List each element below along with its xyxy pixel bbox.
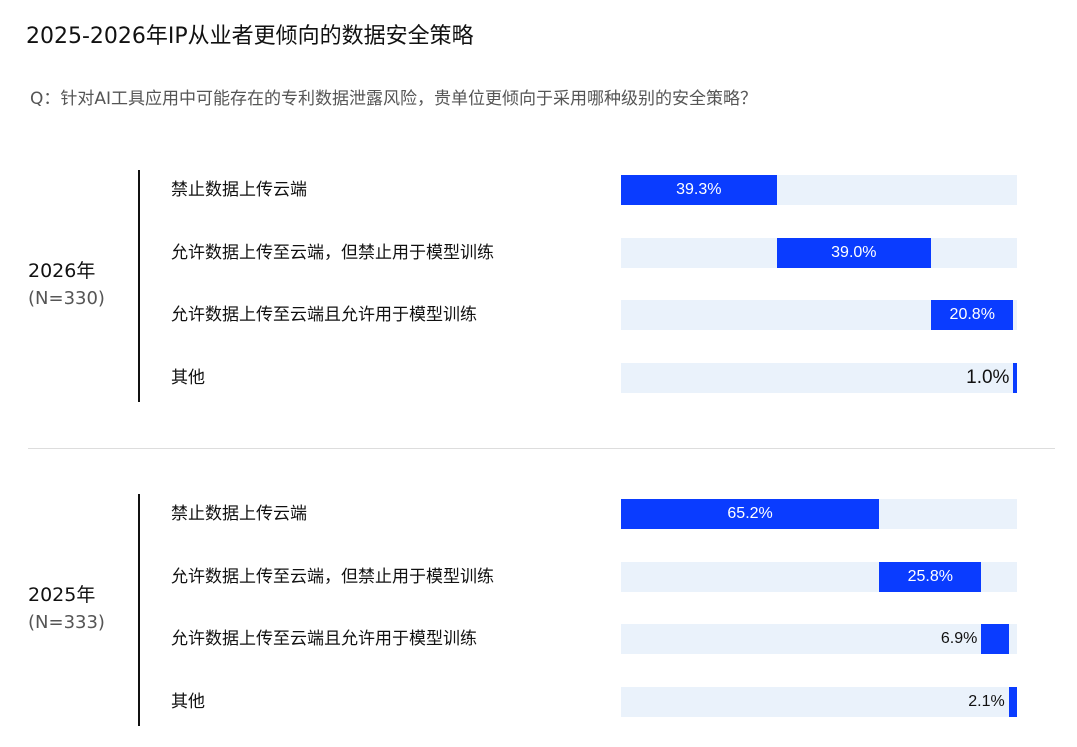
bar-track: 39.3% xyxy=(621,175,1017,205)
category-label: 允许数据上传至云端且允许用于模型训练 xyxy=(171,305,477,326)
bar xyxy=(776,237,932,268)
category-label: 允许数据上传至云端且允许用于模型训练 xyxy=(171,629,477,650)
bar-track: 20.8% xyxy=(621,300,1017,331)
value-label: 25.8% xyxy=(907,567,953,585)
chart-title: 2025-2026年IP从业者更倾向的数据安全策略 xyxy=(26,24,474,49)
survey-question: Q：针对AI工具应用中可能存在的专利数据泄露风险，贵单位更倾向于采用哪种级别的安… xyxy=(30,89,758,109)
bar-track: 1.0% xyxy=(621,363,1018,394)
bar-track: 39.0% xyxy=(621,237,1017,268)
value-label: 39.0% xyxy=(831,243,877,261)
category-label: 允许数据上传至云端，但禁止用于模型训练 xyxy=(171,242,494,263)
bar-track: 2.1% xyxy=(621,687,1017,718)
category-label: 禁止数据上传云端 xyxy=(171,504,307,524)
category-label: 其他 xyxy=(171,368,205,389)
group-sample-size: (N=333) xyxy=(28,612,105,633)
bar xyxy=(621,175,777,205)
value-label: 1.0% xyxy=(966,367,1010,389)
value-label: 39.3% xyxy=(676,181,722,198)
group-sample-size: (N=330) xyxy=(28,288,105,309)
bar-track: 25.8% xyxy=(621,561,1017,592)
value-label: 2.1% xyxy=(968,693,1005,711)
category-label: 允许数据上传至云端，但禁止用于模型训练 xyxy=(171,566,494,587)
value-label: 65.2% xyxy=(727,505,773,522)
group-axis-line xyxy=(138,494,140,726)
bar xyxy=(981,624,1009,655)
group-divider xyxy=(28,448,1055,449)
group-year: 2025年 xyxy=(28,584,96,606)
category-label: 其他 xyxy=(171,692,205,713)
bar-track: 65.2% xyxy=(621,499,1017,529)
bar xyxy=(621,499,880,529)
bar xyxy=(879,561,982,592)
value-label: 6.9% xyxy=(940,630,978,648)
category-label: 禁止数据上传云端 xyxy=(171,180,307,200)
bar xyxy=(1013,363,1018,394)
group-axis-line xyxy=(138,170,140,402)
bar xyxy=(1008,687,1017,718)
bar-track: 6.9% xyxy=(621,624,1017,655)
bar xyxy=(931,300,1014,331)
value-label: 20.8% xyxy=(949,306,995,324)
group-year: 2026年 xyxy=(28,260,96,282)
